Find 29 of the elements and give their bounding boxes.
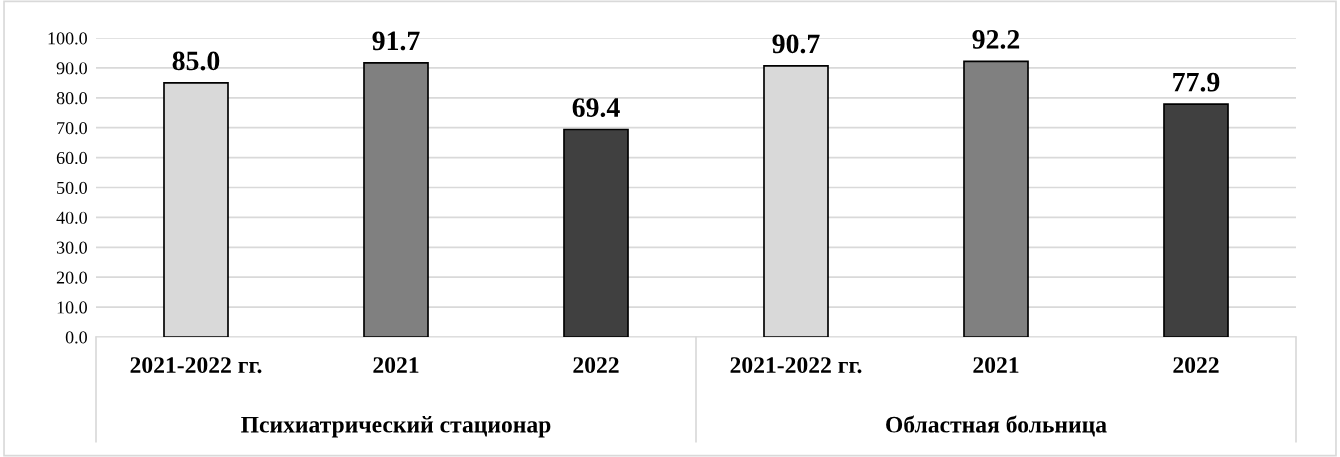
x-tick-label: 2021 [373,357,419,374]
text: Психиатрический стационар [241,416,551,438]
y-tick-label: 50.0 [57,181,87,195]
text: Областная больница [886,415,1107,437]
data-label: 92.2 [972,30,1020,49]
data-label: 69.4 [572,98,620,118]
y-tick-label: 100.0 [48,32,87,45]
x-tick-label: 2022 [1173,357,1219,374]
y-tick-label: 20.0 [56,271,87,284]
bar [563,128,629,337]
x-tick-label: 2021-2022 гг. [730,357,862,374]
bar [1163,103,1229,337]
y-tick-label: 60.0 [56,151,87,165]
bar [363,61,429,337]
data-label: 85.0 [172,51,220,71]
data-label: 90.7 [772,34,820,54]
y-tick-label: 10.0 [57,301,87,314]
y-tick-label: 80.0 [56,92,87,105]
x-tick-label: 2022 [573,357,619,374]
data-label: 91.7 [372,31,420,51]
y-tick-label: 0.0 [65,331,87,344]
data-label: 77.9 [1173,72,1220,92]
y-tick-label: 70.0 [57,121,87,135]
x-tick-label: 2021-2022 гг. [130,357,262,374]
y-tick-label: 30.0 [56,241,87,254]
y-tick-label: 90.0 [56,62,87,75]
y-tick-label: 40.0 [56,211,87,224]
bar [963,60,1029,337]
x-tick-label: 2021 [973,357,1019,374]
